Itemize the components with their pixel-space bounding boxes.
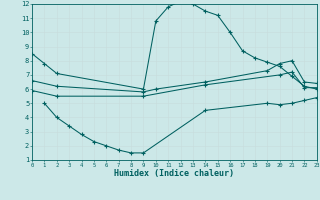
- X-axis label: Humidex (Indice chaleur): Humidex (Indice chaleur): [115, 169, 234, 178]
